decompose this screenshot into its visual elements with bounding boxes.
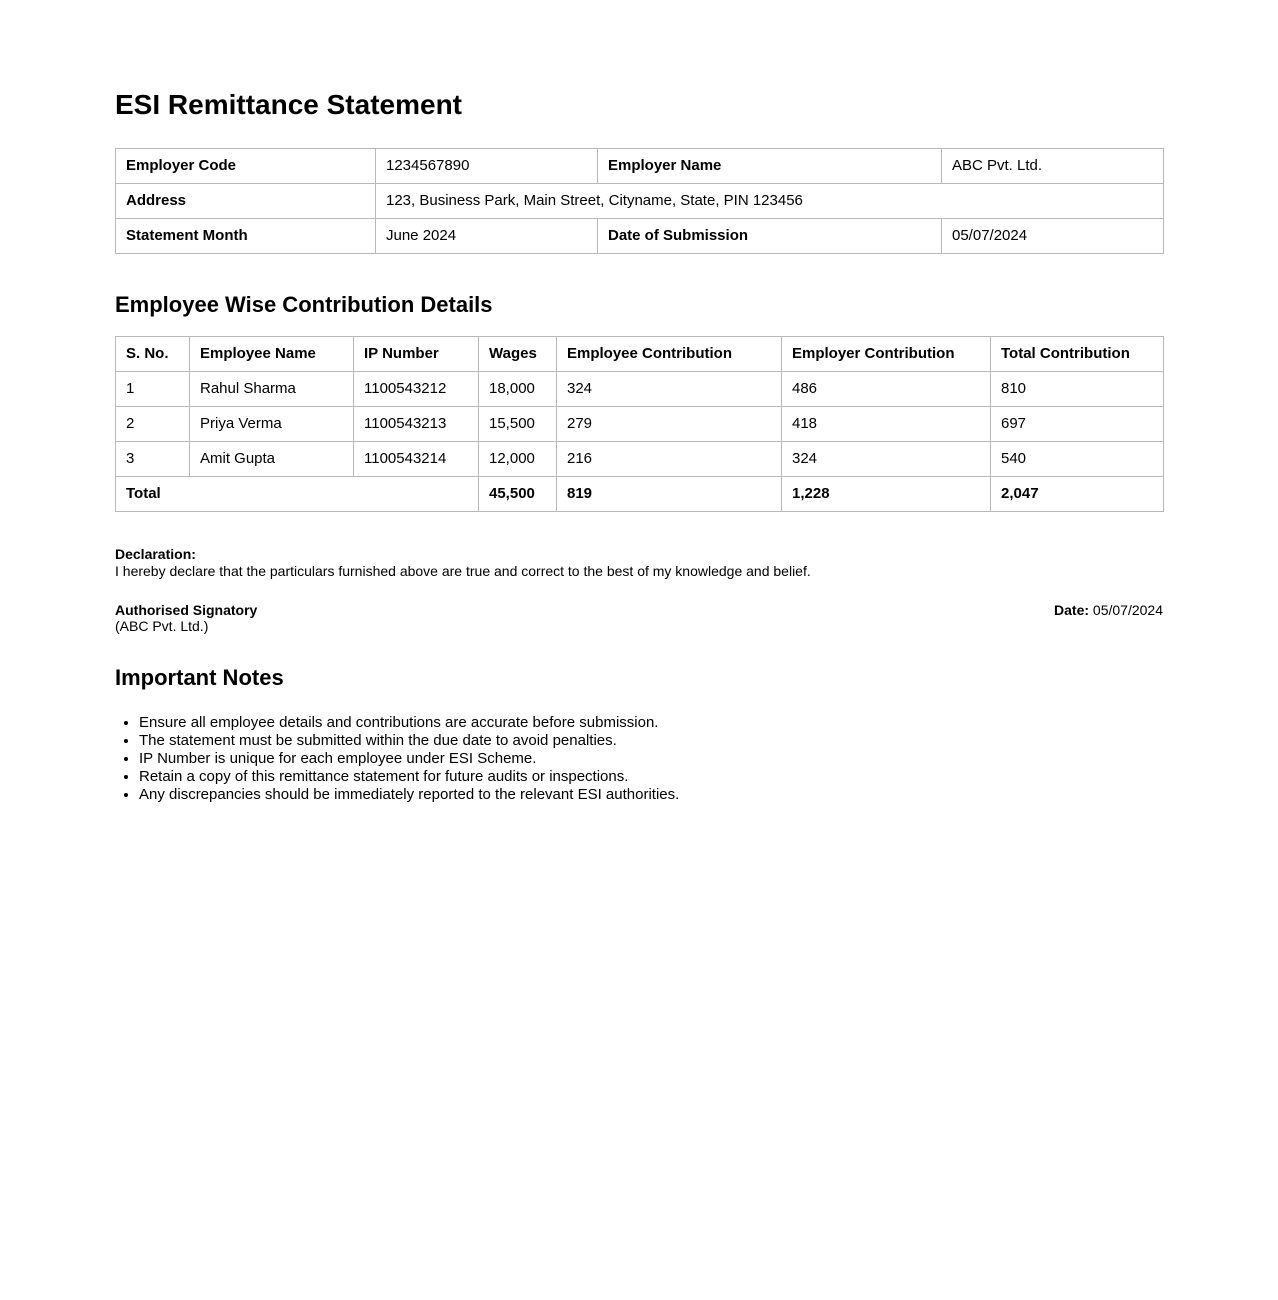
employer-info-row: Statement Month June 2024 Date of Submis… [115,218,1164,254]
total-row: Total 45,500 819 1,228 2,047 [115,476,1164,512]
table-row: 3 Amit Gupta 1100543214 12,000 216 324 5… [115,441,1164,477]
cell-ip-number: 1100543212 [353,371,479,407]
cell-total-contribution: 697 [990,406,1164,442]
total-employer-contribution: 1,228 [781,476,991,512]
cell-total-contribution: 540 [990,441,1164,477]
statement-month-label: Statement Month [115,218,376,254]
note-item: Retain a copy of this remittance stateme… [139,768,1163,786]
declaration-text: I hereby declare that the particulars fu… [115,563,811,579]
col-ip-number: IP Number [353,336,479,372]
date-of-submission-value: 05/07/2024 [941,218,1164,254]
signature-section: Authorised Signatory (ABC Pvt. Ltd.) Dat… [115,602,1163,634]
employer-info-row: Address 123, Business Park, Main Street,… [115,183,1164,219]
col-employee-contribution: Employee Contribution [556,336,782,372]
declaration-heading: Declaration: [115,546,196,562]
cell-employee-name: Amit Gupta [189,441,354,477]
total-wages: 45,500 [478,476,557,512]
cell-wages: 18,000 [478,371,557,407]
employer-name-value: ABC Pvt. Ltd. [941,148,1164,184]
cell-employee-contribution: 216 [556,441,782,477]
employer-info-row: Employer Code 1234567890 Employer Name A… [115,148,1164,184]
signatory-block: Authorised Signatory (ABC Pvt. Ltd.) [115,602,257,634]
signatory-name: Authorised Signatory [115,602,258,618]
table-row: 2 Priya Verma 1100543213 15,500 279 418 … [115,406,1164,442]
col-employee-name: Employee Name [189,336,354,372]
col-employer-contribution: Employer Contribution [781,336,991,372]
cell-employer-contribution: 486 [781,371,991,407]
cell-employee-contribution: 324 [556,371,782,407]
statement-month-value: June 2024 [375,218,598,254]
note-item: Any discrepancies should be immediately … [139,786,1163,804]
cell-sno: 1 [115,371,190,407]
page-title: ESI Remittance Statement [115,89,462,120]
employer-code-value: 1234567890 [375,148,598,184]
cell-employee-name: Rahul Sharma [189,371,354,407]
date-of-submission-label: Date of Submission [597,218,942,254]
contribution-table: S. No. Employee Name IP Number Wages Emp… [115,336,1164,512]
cell-total-contribution: 810 [990,371,1164,407]
col-sno: S. No. [115,336,190,372]
cell-wages: 12,000 [478,441,557,477]
cell-employee-contribution: 279 [556,406,782,442]
cell-employee-name: Priya Verma [189,406,354,442]
note-item: IP Number is unique for each employee un… [139,750,1163,768]
date-label: Date: [1054,602,1090,618]
signature-date: Date: 05/07/2024 [1054,602,1163,618]
employer-info-table: Employer Code 1234567890 Employer Name A… [115,148,1164,254]
total-total-contribution: 2,047 [990,476,1164,512]
notes-list: Ensure all employee details and contribu… [115,714,1163,804]
cell-sno: 3 [115,441,190,477]
cell-sno: 2 [115,406,190,442]
total-label: Total [115,476,479,512]
cell-ip-number: 1100543214 [353,441,479,477]
table-header-row: S. No. Employee Name IP Number Wages Emp… [115,336,1164,372]
table-row: 1 Rahul Sharma 1100543212 18,000 324 486… [115,371,1164,407]
address-label: Address [115,183,376,219]
cell-ip-number: 1100543213 [353,406,479,442]
date-value: 05/07/2024 [1092,602,1163,618]
cell-wages: 15,500 [478,406,557,442]
note-item: Ensure all employee details and contribu… [139,714,1163,732]
col-total-contribution: Total Contribution [990,336,1164,372]
address-value: 123, Business Park, Main Street, Citynam… [375,183,1164,219]
employer-code-label: Employer Code [115,148,376,184]
cell-employer-contribution: 418 [781,406,991,442]
total-employee-contribution: 819 [556,476,782,512]
col-wages: Wages [478,336,557,372]
signatory-company: (ABC Pvt. Ltd.) [115,618,209,634]
contributions-heading: Employee Wise Contribution Details [115,292,493,317]
declaration-section: Declaration: I hereby declare that the p… [115,546,1163,580]
cell-employer-contribution: 324 [781,441,991,477]
employer-name-label: Employer Name [597,148,942,184]
note-item: The statement must be submitted within t… [139,732,1163,750]
notes-heading: Important Notes [115,665,284,690]
